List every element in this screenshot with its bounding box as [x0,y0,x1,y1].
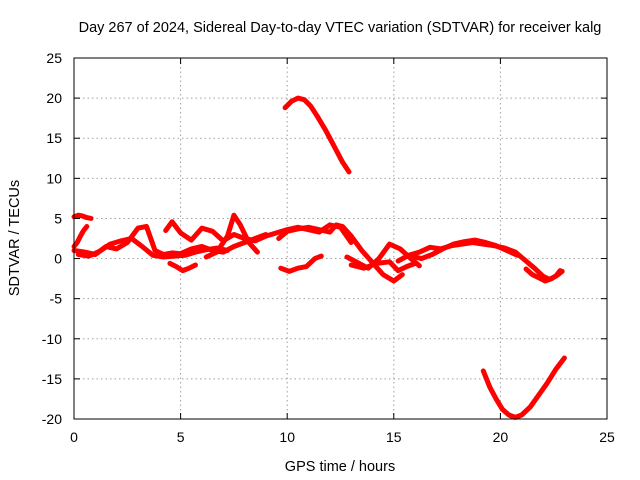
y-tick-label: -5 [50,291,63,307]
y-tick-label: 25 [46,50,62,66]
tick-layer [73,57,608,420]
x-tick-label: 5 [177,429,185,445]
y-axis-label: SDTVAR / TECUs [7,180,23,296]
series-arc-spike-7 [203,212,260,260]
tick-label-layer: 0 5 10 15 20 25 -20 -15 -10 -5 0 5 10 15 20 25 [42,50,615,445]
y-tick-label: -20 [42,411,62,427]
series-arc-16-17 [408,237,520,262]
series-arc-top-left [71,212,94,221]
plot-frame [73,57,608,420]
series-arc-mid-10 [276,222,405,284]
y-tick-label: -10 [42,331,62,347]
y-tick-label: 15 [46,130,62,146]
series-arc-low-20 [480,355,567,420]
x-axis-label: GPS time / hours [285,459,395,475]
x-tick-label: 15 [386,429,402,445]
x-tick-label: 20 [493,429,509,445]
y-tick-label: -15 [42,371,62,387]
series-arc-dip-5 [167,260,198,274]
series-arc-low-13 [348,259,418,274]
y-tick-label: 20 [46,90,62,106]
series-layer [71,95,567,420]
x-tick-label: 0 [70,429,78,445]
y-tick-label: 0 [54,251,62,267]
x-tick-label: 25 [599,429,615,445]
series-arc-tail-22 [523,266,565,284]
y-tick-label: 5 [54,210,62,226]
grid-layer [74,58,607,419]
series-arc-10h-dip [278,253,324,274]
series-arc-rise-start [71,224,90,249]
series-arc-base-2 [75,236,230,260]
y-tick-label: 10 [46,170,62,186]
x-tick-label: 10 [279,429,295,445]
series-arc-high-10 [282,95,352,175]
chart-title: Day 267 of 2024, Sidereal Day-to-day VTE… [79,20,602,36]
